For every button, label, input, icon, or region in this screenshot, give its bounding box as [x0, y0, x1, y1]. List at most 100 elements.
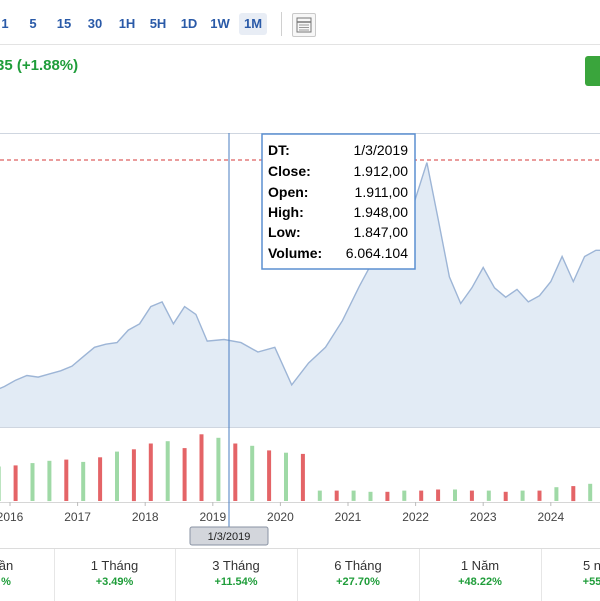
- tooltip-value-close: 1.912,00: [354, 163, 409, 179]
- tooltip-label-open: Open:: [268, 184, 308, 200]
- volume-bar: [165, 441, 170, 501]
- tooltip-value-open: 1.911,00: [355, 184, 409, 200]
- timeframe-1w[interactable]: 1W: [210, 16, 230, 31]
- x-tick-label: 2022: [402, 510, 429, 524]
- period-divider: [297, 549, 298, 601]
- volume-bar: [115, 451, 119, 501]
- timeframe-30[interactable]: 30: [87, 16, 103, 31]
- volume-bar: [98, 457, 103, 501]
- timeframe-1[interactable]: 1: [1, 16, 9, 31]
- volume-bar: [317, 490, 322, 501]
- volume-bars: [0, 434, 593, 502]
- period-label: 1 Tháng: [90, 558, 139, 573]
- timeframe-1m[interactable]: 1M: [239, 13, 267, 35]
- period-label: 1 Năm: [460, 558, 500, 573]
- period-5-years[interactable]: 5 n +55: [562, 549, 600, 601]
- volume-bar: [402, 490, 407, 501]
- x-axis-ticks: 2016 2017 2018 2019 2020 2021 2022 2023 2024: [0, 502, 564, 524]
- period-1-month[interactable]: 1 Tháng +3.49%: [55, 549, 174, 601]
- period-label: ần: [0, 558, 14, 573]
- volume-bar: [131, 449, 136, 502]
- period-change: +3.49%: [95, 576, 134, 588]
- period-1-year[interactable]: 1 Năm +48.22%: [420, 549, 540, 601]
- period-change: +55: [582, 576, 600, 588]
- x-tick-label: 2023: [470, 510, 497, 524]
- crosshair-date-box: [189, 526, 269, 546]
- x-tick-label: 2017: [64, 510, 91, 524]
- volume-bar: [233, 443, 238, 501]
- volume-bar: [199, 434, 204, 501]
- volume-bar: [216, 437, 221, 502]
- volume-bar: [267, 450, 272, 501]
- volume-bar: [148, 443, 153, 501]
- period-3-months[interactable]: 3 Tháng +11.54%: [176, 549, 296, 601]
- price-area: [0, 162, 600, 427]
- volume-bar: [503, 491, 508, 501]
- volume-bar: [351, 490, 356, 501]
- period-divider: [541, 549, 542, 601]
- period-label: 6 Tháng: [334, 558, 382, 573]
- period-change: +11.54%: [214, 576, 258, 588]
- tooltip-value-low: 1.847,00: [354, 224, 409, 240]
- volume-bar: [554, 487, 559, 501]
- tooltip-label-volume: Volume:: [268, 245, 322, 261]
- period-label: 5 n: [582, 558, 600, 573]
- tooltip-label-low: Low:: [268, 224, 301, 240]
- volume-bar: [520, 490, 525, 501]
- volume-bar: [81, 461, 86, 501]
- x-tick-label: 2021: [335, 510, 362, 524]
- action-button[interactable]: [585, 56, 600, 86]
- period-change: +48.22%: [458, 576, 502, 588]
- timeframe-1d[interactable]: 1D: [180, 16, 198, 31]
- volume-bar: [571, 486, 576, 502]
- timeframe-5[interactable]: 5: [29, 16, 37, 31]
- price-change: 35 (+1.88%): [0, 57, 79, 74]
- x-tick-label: 2016: [0, 510, 24, 524]
- tooltip-label-high: High:: [268, 204, 304, 220]
- period-change: +27.70%: [336, 576, 380, 588]
- volume-bar: [250, 445, 255, 501]
- volume-bar: [588, 483, 593, 502]
- volume-bar: [300, 453, 305, 501]
- timeframe-1h[interactable]: 1H: [118, 16, 136, 31]
- chart-settings-icon[interactable]: [292, 13, 316, 37]
- tooltip-value-volume: 6.064.104: [346, 245, 408, 261]
- period-6-months[interactable]: 6 Tháng +27.70%: [298, 549, 418, 601]
- volume-bar: [64, 459, 69, 501]
- period-week[interactable]: ần %: [0, 549, 32, 601]
- volume-bar: [30, 463, 35, 501]
- volume-bar: [385, 491, 390, 501]
- timeframe-toolbar: 1 5 15 30 1H 5H 1D 1W 1M: [0, 0, 600, 45]
- period-divider: [175, 549, 176, 601]
- tooltip-value-high: 1.948,00: [354, 204, 409, 220]
- volume-bar: [0, 466, 1, 501]
- volume-bar: [47, 460, 52, 502]
- x-tick-label: 2024: [537, 510, 564, 524]
- price-line: [0, 162, 600, 390]
- volume-bar: [334, 490, 339, 501]
- timeframe-15[interactable]: 15: [56, 16, 72, 31]
- volume-bar: [368, 491, 373, 501]
- tooltip-label-close: Close:: [268, 163, 311, 179]
- volume-bar: [436, 489, 441, 501]
- period-change: %: [1, 576, 11, 588]
- volume-bar: [182, 448, 187, 501]
- tooltip-label-dt: DT:: [268, 142, 290, 158]
- price-chart-svg[interactable]: 2016 2017 2018 2019 2020 2021 2022 2023 2024 1/3…: [0, 133, 600, 548]
- x-tick-label: 2018: [132, 510, 159, 524]
- data-tooltip: DT: 1/3/2019 Close: 1.912,00 Open: 1.911…: [261, 133, 416, 270]
- volume-bar: [469, 490, 474, 501]
- x-tick-label: 2020: [267, 510, 294, 524]
- period-label: 3 Tháng: [212, 558, 260, 573]
- period-divider: [419, 549, 420, 601]
- tooltip-value-dt: 1/3/2019: [354, 142, 409, 158]
- volume-bar: [486, 490, 491, 501]
- volume-bar: [13, 465, 18, 501]
- crosshair-date-label: 1/3/2019: [208, 531, 251, 543]
- volume-bar: [537, 490, 542, 501]
- period-performance-bar: ần % 1 Tháng +3.49% 3 Tháng +11.54% 6 Th…: [0, 548, 600, 601]
- toolbar-divider: [281, 12, 282, 36]
- volume-bar: [453, 489, 457, 501]
- timeframe-5h[interactable]: 5H: [149, 16, 167, 31]
- price-chart[interactable]: 2016 2017 2018 2019 2020 2021 2022 2023 2024 1/3…: [0, 133, 600, 548]
